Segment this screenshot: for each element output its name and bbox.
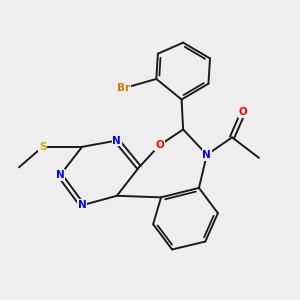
Text: N: N bbox=[78, 200, 86, 210]
Text: N: N bbox=[56, 170, 64, 180]
Text: O: O bbox=[239, 107, 248, 117]
Text: N: N bbox=[112, 136, 121, 146]
Text: O: O bbox=[155, 140, 164, 150]
Text: N: N bbox=[202, 150, 211, 160]
Text: S: S bbox=[39, 142, 46, 152]
Text: Br: Br bbox=[117, 83, 130, 93]
